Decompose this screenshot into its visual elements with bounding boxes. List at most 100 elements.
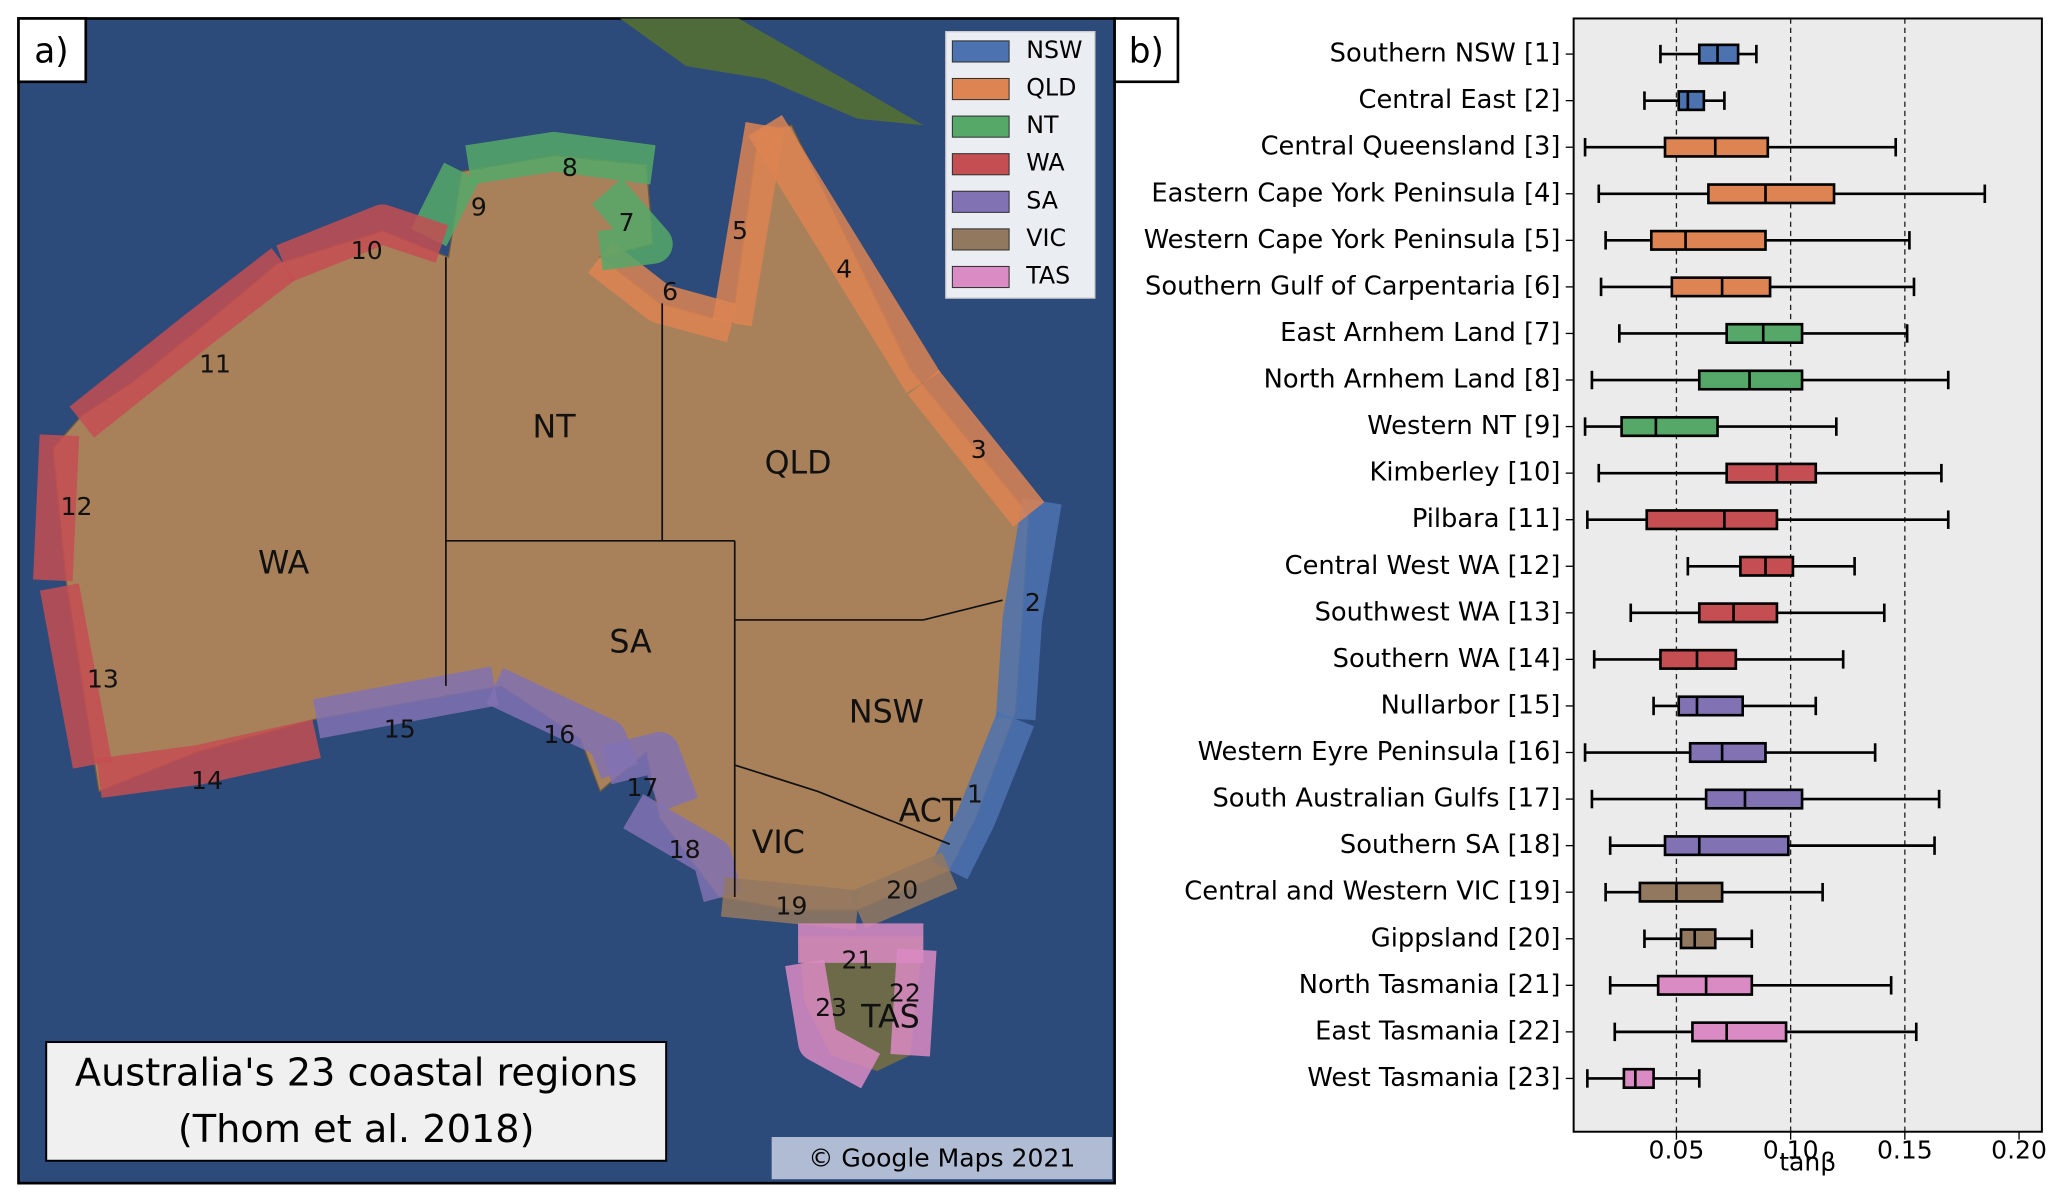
y-tick-label: East Arnhem Land [7] <box>1280 318 1560 348</box>
region-number: 11 <box>199 349 231 378</box>
coastal-region <box>465 131 656 185</box>
box <box>1725 462 1818 484</box>
panel-label: b) <box>1129 31 1164 71</box>
y-tick-label: Southern SA [18] <box>1340 830 1561 860</box>
box <box>1691 1021 1788 1043</box>
region-number: 7 <box>619 208 635 237</box>
region-number: 4 <box>836 254 852 283</box>
y-tick-label: Southern Gulf of Carpentaria [6] <box>1145 271 1560 301</box>
region-number: 8 <box>562 153 578 182</box>
legend-label: SA <box>1026 186 1059 214</box>
box <box>1663 835 1790 857</box>
y-tick-label: Kimberley [10] <box>1370 458 1561 488</box>
credit: © Google Maps 2021 <box>808 1143 1075 1172</box>
box <box>1677 695 1744 717</box>
x-tick-label: 0.10 <box>1763 1136 1819 1165</box>
y-tick-label: Western NT [9] <box>1367 411 1560 441</box>
caption-line: Australia's 23 coastal regions <box>75 1051 638 1096</box>
panel-label-box <box>1113 17 1180 84</box>
box <box>1638 881 1724 903</box>
state-border <box>734 599 1003 621</box>
y-tick-label: Southwest WA [13] <box>1315 597 1561 627</box>
y-tick-label: Central Queensland [3] <box>1261 132 1561 162</box>
plot-frame <box>1572 17 2043 1133</box>
coastal-region <box>33 434 80 582</box>
coastal-region <box>995 497 1062 721</box>
box <box>1622 1067 1655 1089</box>
box <box>1620 416 1719 438</box>
legend-swatch <box>951 190 1010 213</box>
caption-box <box>45 1041 668 1162</box>
x-axis-label: tanβ <box>1779 1147 1836 1176</box>
coastal-region <box>932 711 1035 880</box>
region-number: 14 <box>191 766 223 795</box>
coastal-region <box>849 852 958 929</box>
legend-label: NT <box>1026 111 1059 139</box>
legend-swatch <box>951 115 1010 138</box>
region-number: 12 <box>61 492 93 521</box>
state-name: VIC <box>752 825 805 861</box>
region-number: 17 <box>626 773 658 802</box>
coastal-region <box>712 122 785 327</box>
caption-line: (Thom et al. 2018) <box>178 1107 535 1152</box>
box <box>1677 90 1706 112</box>
coastal-region <box>96 719 321 798</box>
x-tick-label: 0.05 <box>1649 1136 1705 1165</box>
legend-swatch <box>951 153 1010 176</box>
y-tick-label: Gippsland [20] <box>1371 923 1561 953</box>
state-name: TAS <box>860 999 920 1035</box>
legend-label: QLD <box>1026 74 1076 102</box>
legend-label: WA <box>1026 149 1065 177</box>
y-tick-label: Southern WA [14] <box>1333 644 1561 674</box>
legend-label: NSW <box>1026 36 1082 64</box>
box <box>1688 741 1767 764</box>
x-tick-label: 0.15 <box>1877 1136 1933 1165</box>
y-tick-label: Western Cape York Peninsula [5] <box>1144 225 1561 255</box>
legend-swatch <box>951 40 1010 63</box>
legend-swatch <box>951 265 1010 289</box>
coastal-region <box>276 204 449 283</box>
y-tick-label: Central West WA [12] <box>1285 551 1561 581</box>
y-tick-label: North Tasmania [21] <box>1299 970 1561 1000</box>
state-name: QLD <box>765 445 832 481</box>
papua-land <box>619 18 924 126</box>
coastal-region <box>588 241 738 343</box>
coastal-region <box>748 114 941 393</box>
state-name: WA <box>258 546 310 582</box>
state-name: NT <box>533 410 577 446</box>
coastal-region <box>39 583 112 769</box>
legend-swatch <box>951 77 1010 101</box>
y-tick-label: South Australian Gulfs [17] <box>1212 784 1560 814</box>
coastal-region <box>720 877 860 930</box>
coastal-region <box>313 666 499 739</box>
y-tick-label: Western Eyre Peninsula [16] <box>1198 737 1561 767</box>
box <box>1649 229 1767 251</box>
region-number: 10 <box>351 236 383 265</box>
region-number: 9 <box>471 192 487 221</box>
x-tick-label: 0.20 <box>1991 1136 2047 1165</box>
y-tick-label: Pilbara [11] <box>1412 504 1561 534</box>
region-number: 5 <box>732 216 748 245</box>
legend-swatch <box>951 228 1010 251</box>
region-number: 21 <box>841 946 873 975</box>
region-number: 6 <box>662 277 678 306</box>
coastal-region <box>890 948 937 1057</box>
region-number: 2 <box>1025 588 1041 617</box>
coastal-region <box>601 732 698 812</box>
panel-label: a) <box>34 31 68 71</box>
box <box>1679 928 1717 950</box>
y-tick-label: Nullarbor [15] <box>1381 690 1561 720</box>
y-tick-label: West Tasmania [23] <box>1307 1063 1560 1093</box>
region-number: 22 <box>889 979 921 1008</box>
legend-label: TAS <box>1025 261 1070 289</box>
box <box>1707 183 1836 205</box>
region-number: 19 <box>776 891 808 920</box>
region-number: 23 <box>815 993 847 1022</box>
region-number: 18 <box>669 835 701 864</box>
coastal-region <box>785 959 881 1089</box>
legend-label: VIC <box>1026 224 1066 252</box>
state-name: NSW <box>849 695 924 731</box>
box <box>1697 602 1779 624</box>
